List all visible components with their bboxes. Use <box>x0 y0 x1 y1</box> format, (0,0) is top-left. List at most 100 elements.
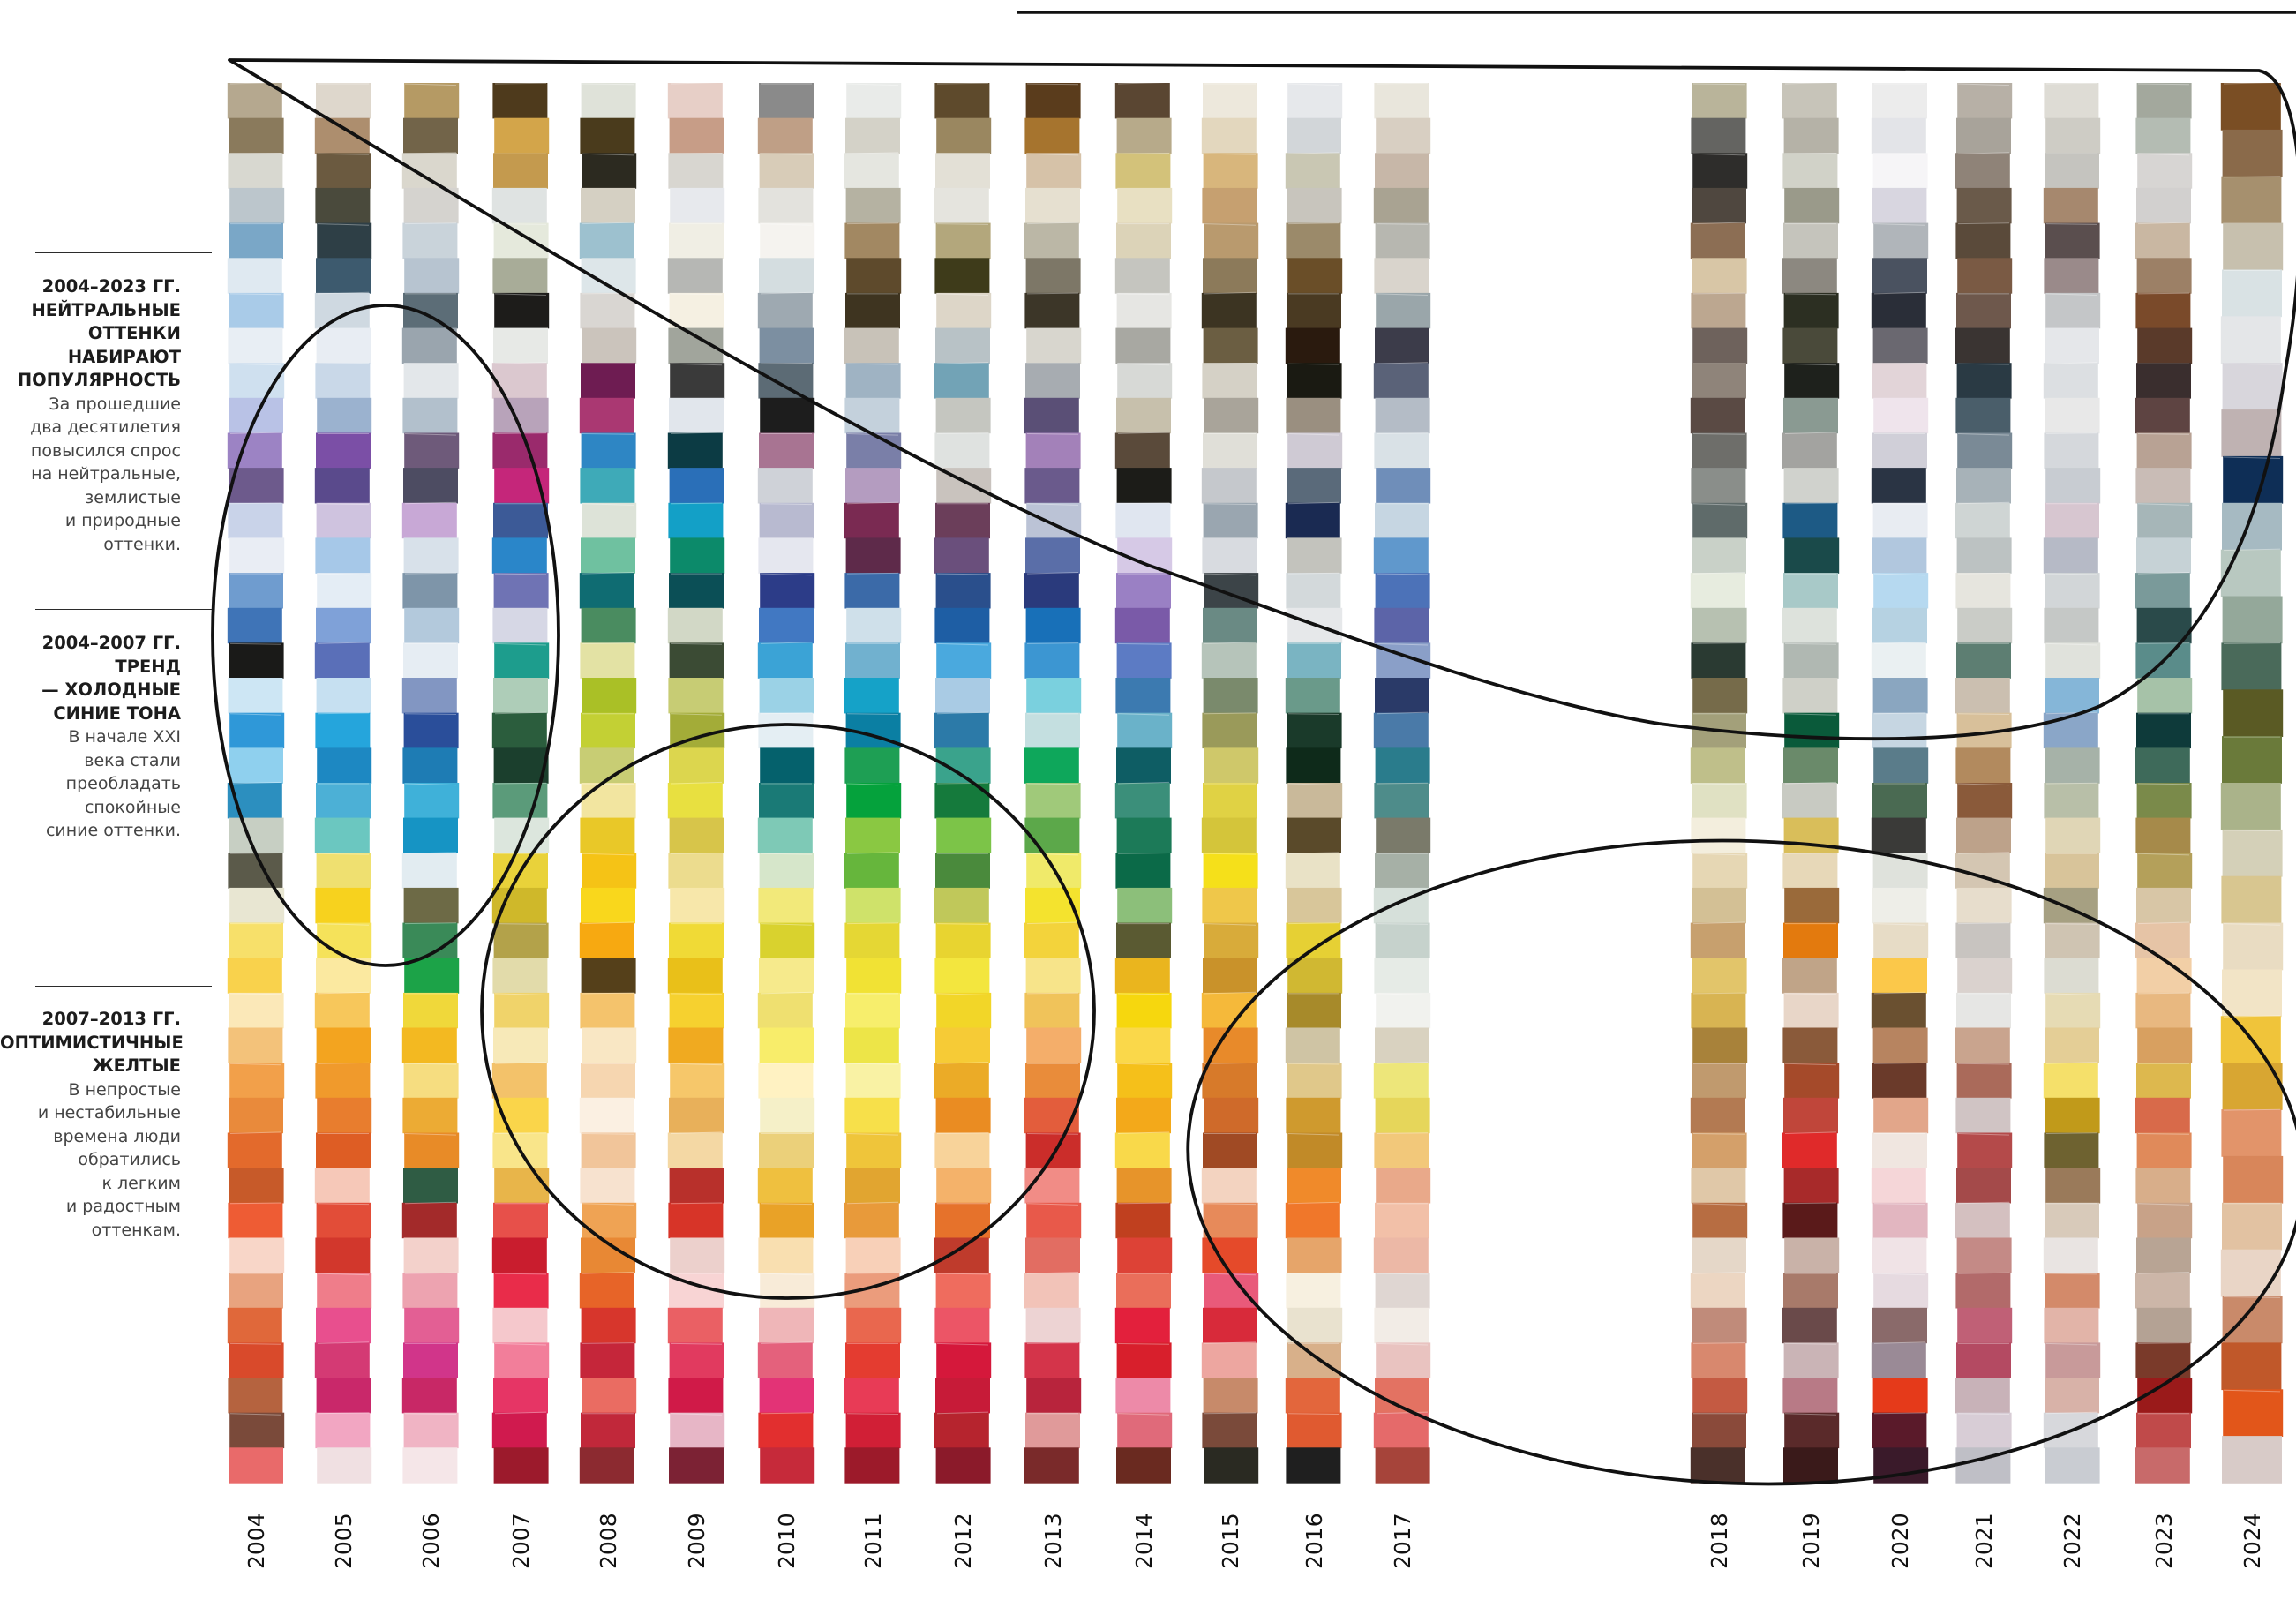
annotation-blues-heading: 2004–2007 гг. ТРЕНД — ХОЛОДНЫЕ СИНИЕ ТОН… <box>0 632 181 725</box>
color-swatch <box>2044 1307 2099 1344</box>
year-label: 2021 <box>1971 1513 1997 1569</box>
color-swatch <box>2045 1202 2099 1239</box>
color-swatch <box>934 187 989 224</box>
swatch-edge <box>2045 82 2098 85</box>
color-swatch <box>1287 712 1342 749</box>
color-swatch <box>1691 1342 1746 1378</box>
annotation-blues-text: В начале XXI века стали преобладать спок… <box>0 725 181 843</box>
color-swatch <box>846 1132 902 1168</box>
color-swatch <box>2045 1097 2100 1134</box>
color-swatch <box>1203 502 1258 539</box>
color-swatch <box>1375 153 1429 189</box>
swatch-edge <box>582 992 634 995</box>
color-swatch <box>1692 1132 1747 1168</box>
color-swatch <box>1783 573 1838 609</box>
color-swatch <box>1117 1412 1173 1449</box>
color-swatch <box>491 712 547 749</box>
color-swatch <box>1690 397 1745 434</box>
color-swatch <box>1872 258 1927 294</box>
color-swatch <box>1957 258 2013 294</box>
color-swatch <box>845 187 901 224</box>
color-swatch <box>1374 432 1429 469</box>
color-swatch <box>844 502 899 539</box>
year-label: 2007 <box>508 1513 534 1569</box>
color-swatch <box>759 502 814 539</box>
blue-trend-ellipse <box>211 304 560 967</box>
color-swatch <box>317 222 372 259</box>
swatch-edge <box>846 222 899 225</box>
swatch-edge <box>404 572 457 575</box>
color-swatch <box>2044 83 2099 119</box>
annotation-neutrals-text-line: два десятилетия <box>30 417 181 437</box>
color-swatch <box>316 153 371 189</box>
color-swatch <box>934 958 990 994</box>
color-swatch <box>2045 1273 2100 1309</box>
swatch-edge <box>670 1413 723 1416</box>
color-swatch <box>935 397 991 434</box>
color-swatch <box>1872 678 1928 714</box>
swatch-edge <box>1026 222 1079 225</box>
color-swatch <box>936 117 992 154</box>
color-swatch <box>845 1168 900 1204</box>
color-swatch <box>581 607 636 644</box>
swatch-edge <box>846 83 899 86</box>
color-swatch <box>229 747 283 784</box>
color-swatch <box>1025 363 1080 399</box>
swatch-edge <box>404 852 457 854</box>
color-swatch <box>936 817 992 853</box>
swatch-edge <box>1287 1413 1340 1415</box>
color-swatch <box>1287 117 1341 154</box>
color-swatch <box>314 817 370 853</box>
color-swatch <box>229 817 284 853</box>
swatch-edge <box>2045 432 2098 434</box>
color-swatch <box>2135 222 2190 259</box>
color-swatch <box>1025 958 1081 994</box>
swatch-edge <box>1204 991 1257 995</box>
swatch-edge <box>229 1063 282 1066</box>
color-swatch <box>1115 1378 1171 1414</box>
color-swatch <box>491 187 547 224</box>
color-swatch <box>316 83 371 119</box>
swatch-edge <box>936 711 989 715</box>
color-swatch <box>1117 1063 1173 1099</box>
color-swatch <box>759 432 814 469</box>
color-swatch <box>1116 1273 1171 1309</box>
annotation-yellows: 2007–2013 гг. ОПТИМИСТИЧНЫЕ ЖЕЛТЫЕ В неп… <box>0 1008 184 1242</box>
swatch-edge <box>1026 921 1079 925</box>
color-swatch <box>2045 153 2099 189</box>
color-swatch <box>402 397 458 434</box>
swatch-edge <box>494 293 547 296</box>
color-swatch <box>1784 363 1840 399</box>
color-swatch <box>402 1273 458 1309</box>
swatch-edge <box>1784 432 1837 434</box>
color-swatch <box>2045 502 2099 539</box>
color-swatch <box>1115 1027 1171 1063</box>
color-swatch <box>845 537 901 574</box>
color-swatch <box>934 1237 989 1273</box>
swatch-edge <box>936 1342 989 1346</box>
color-swatch <box>314 992 370 1029</box>
annotation-rule-blues <box>35 609 212 610</box>
color-swatch <box>1286 1097 1341 1134</box>
color-strip-2024 <box>2220 81 2284 1484</box>
color-swatch <box>935 1027 990 1063</box>
swatch-edge <box>2223 81 2281 85</box>
color-swatch <box>668 502 724 539</box>
swatch-edge <box>1692 83 1745 86</box>
swatch-edge <box>229 713 282 716</box>
color-swatch <box>1115 678 1171 714</box>
color-swatch <box>1203 327 1258 364</box>
color-swatch <box>2136 537 2191 574</box>
color-swatch <box>1117 187 1173 224</box>
swatch-edge <box>1957 783 2010 786</box>
swatch-edge <box>1376 923 1429 925</box>
color-swatch <box>1286 222 1341 259</box>
color-swatch <box>317 747 372 784</box>
color-swatch <box>229 1063 285 1099</box>
color-swatch <box>2135 1273 2190 1309</box>
highlight-overlays <box>211 11 2296 1486</box>
color-swatch <box>935 153 990 189</box>
swatch-edge <box>846 1201 899 1205</box>
color-swatch <box>844 747 900 784</box>
color-swatch <box>314 1342 370 1378</box>
